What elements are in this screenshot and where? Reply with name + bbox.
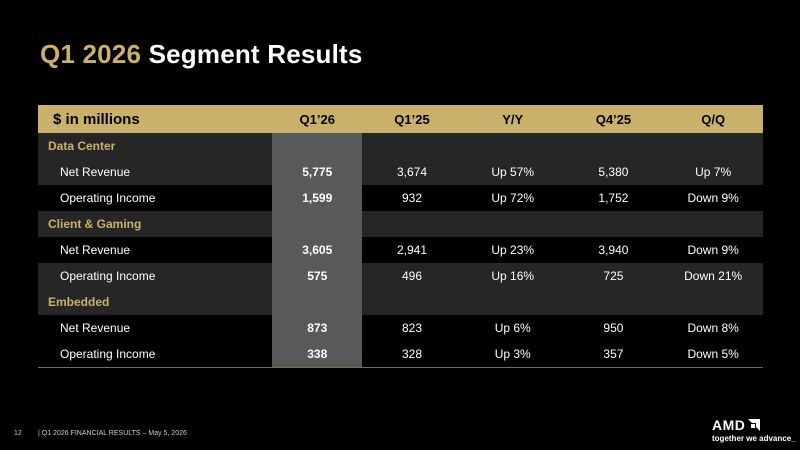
table-row: Net Revenue 873 823 Up 6% 950 Down 8% — [38, 315, 763, 341]
qq-cell: Down 9% — [687, 243, 739, 257]
logo-tagline: together we advance_ — [712, 434, 796, 443]
q1-26-cell: 338 — [272, 341, 363, 367]
q1-26-cell — [272, 211, 363, 237]
section-row-client-gaming: Client & Gaming — [38, 211, 763, 237]
q4-25-cell: 950 — [603, 321, 624, 335]
qq-cell: Down 8% — [687, 321, 739, 335]
section-label: Embedded — [48, 295, 110, 309]
table-row: Net Revenue 3,605 2,941 Up 23% 3,940 Dow… — [38, 237, 763, 263]
q1-25-cell: 328 — [401, 347, 423, 361]
table-row: Net Revenue 5,775 3,674 Up 57% 5,380 Up … — [38, 159, 763, 185]
q1-26-cell — [272, 289, 363, 315]
row-label: Net Revenue — [60, 165, 131, 179]
q1-25-cell: 496 — [401, 269, 423, 283]
table-row: Operating Income 575 496 Up 16% 725 Down… — [38, 263, 763, 289]
row-label: Net Revenue — [60, 321, 131, 335]
row-label: Operating Income — [60, 269, 156, 283]
segment-results-table: $ in millions Q1’26 Q1’25 Y/Y Q4’25 Q/Q … — [38, 105, 763, 368]
amd-arrow-icon — [748, 418, 761, 431]
qq-cell: Down 5% — [687, 347, 739, 361]
yy-cell: Up 16% — [491, 269, 535, 283]
q1-26-cell: 3,605 — [272, 237, 363, 263]
row-label: Operating Income — [60, 191, 156, 205]
yy-cell: Up 57% — [491, 165, 535, 179]
section-label: Data Center — [48, 139, 116, 153]
logo-name: AMD — [712, 417, 746, 433]
q4-25-cell: 5,380 — [598, 165, 629, 179]
q1-25-cell: 2,941 — [396, 243, 428, 257]
header-q4-25: Q4’25 — [595, 111, 632, 127]
section-label: Client & Gaming — [48, 217, 142, 231]
q1-26-cell: 1,599 — [272, 185, 363, 211]
q1-26-cell: 873 — [272, 315, 363, 341]
section-row-data-center: Data Center — [38, 133, 763, 159]
yy-cell: Up 6% — [494, 321, 531, 335]
q1-25-cell: 3,674 — [396, 165, 428, 179]
q1-25-cell: 823 — [401, 321, 423, 335]
section-row-embedded: Embedded — [38, 289, 763, 315]
logo-wordmark: AMD — [712, 417, 796, 433]
qq-cell: Up 7% — [695, 165, 732, 179]
q4-25-cell: 1,752 — [598, 191, 629, 205]
yy-cell: Up 72% — [491, 191, 535, 205]
title-accent: Q1 2026 — [40, 39, 142, 69]
q4-25-cell: 725 — [603, 269, 624, 283]
q1-25-cell: 932 — [401, 191, 423, 205]
title-rest: Segment Results — [148, 39, 363, 69]
table-row: Operating Income 338 328 Up 3% 357 Down … — [38, 341, 763, 367]
header-units: $ in millions — [53, 110, 140, 128]
yy-cell: Up 3% — [494, 347, 531, 361]
yy-cell: Up 23% — [491, 243, 535, 257]
page-title: Q1 2026 Segment Results — [40, 38, 363, 70]
qq-cell: Down 9% — [687, 191, 739, 205]
qq-cell: Down 21% — [684, 269, 743, 283]
header-qq: Q/Q — [701, 111, 726, 127]
footer-caption: | Q1 2026 FINANCIAL RESULTS – May 5, 202… — [38, 430, 187, 437]
amd-logo: AMD together we advance_ — [712, 417, 796, 443]
row-label: Net Revenue — [60, 243, 131, 257]
header-yy: Y/Y — [502, 111, 524, 127]
q4-25-cell: 357 — [603, 347, 624, 361]
table-header-row: $ in millions Q1’26 Q1’25 Y/Y Q4’25 Q/Q — [38, 105, 763, 133]
row-label: Operating Income — [60, 347, 156, 361]
q4-25-cell: 3,940 — [598, 243, 629, 257]
q1-26-cell — [272, 133, 363, 159]
table-row: Operating Income 1,599 932 Up 72% 1,752 … — [38, 185, 763, 211]
q1-26-cell: 5,775 — [272, 159, 363, 185]
page-number: 12 — [14, 430, 22, 437]
q1-26-cell: 575 — [272, 263, 363, 289]
header-q1-26: Q1’26 — [272, 105, 363, 133]
header-q1-25: Q1’25 — [394, 111, 430, 127]
